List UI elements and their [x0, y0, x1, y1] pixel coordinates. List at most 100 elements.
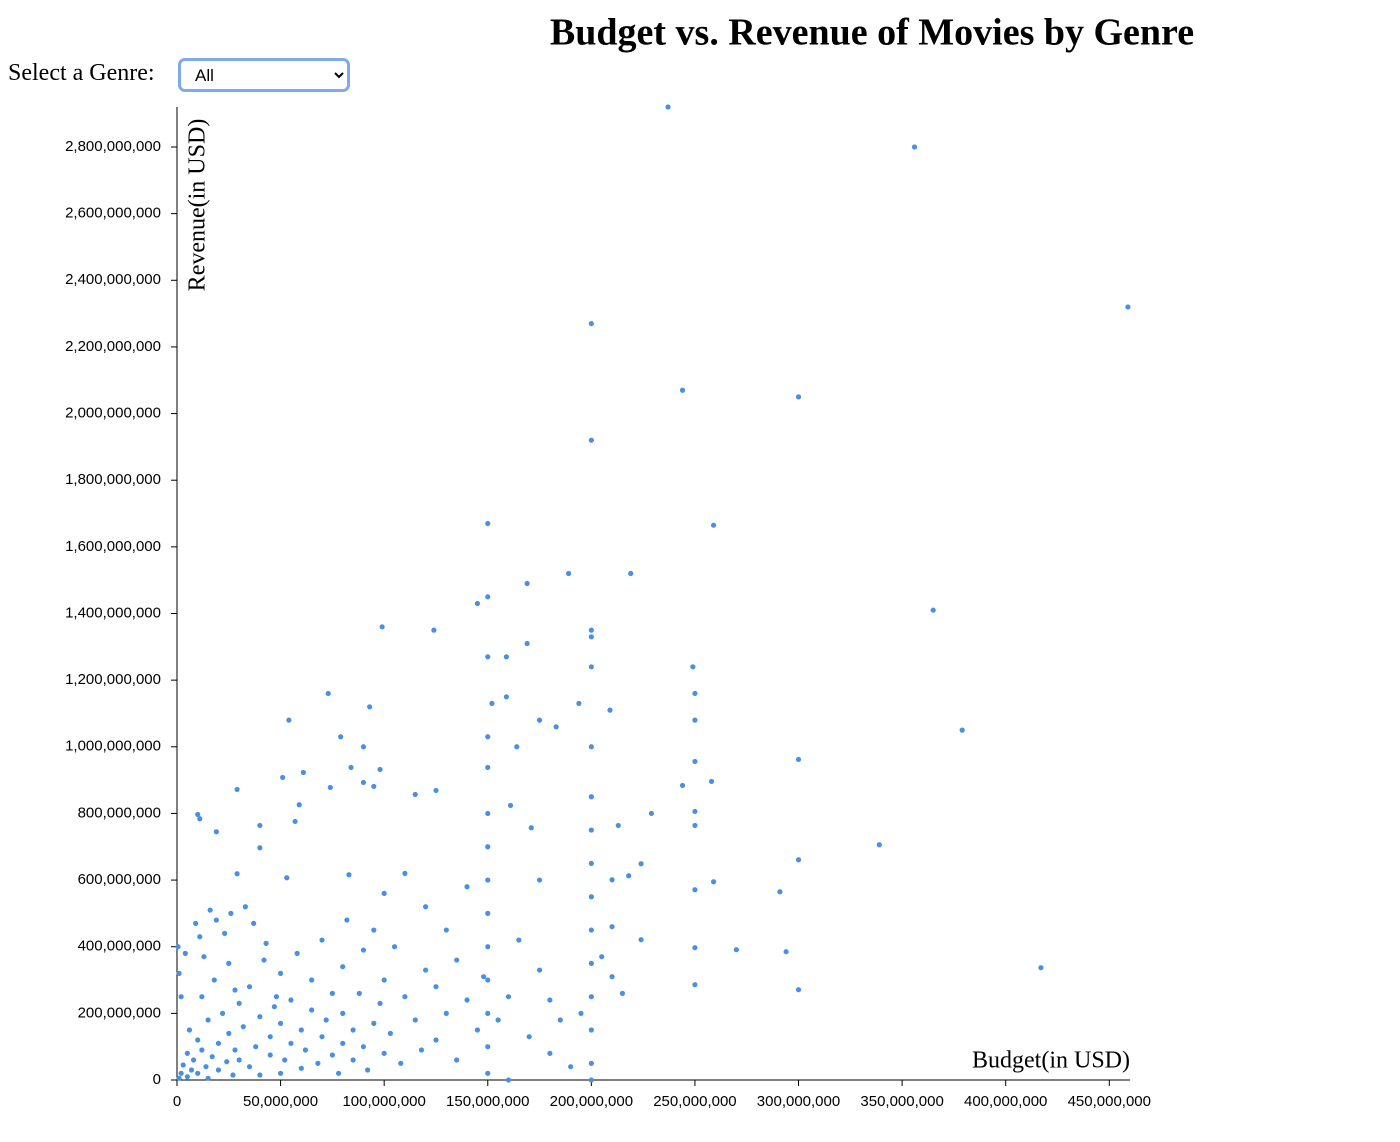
y-tick-label: 2,800,000,000: [65, 138, 161, 155]
point: [346, 872, 352, 878]
point: [485, 844, 491, 850]
point: [578, 1010, 584, 1016]
point: [443, 1010, 449, 1016]
point: [371, 927, 377, 933]
point: [485, 1044, 491, 1050]
point: [536, 717, 543, 723]
point: [795, 987, 802, 993]
point: [178, 1070, 184, 1076]
point: [524, 580, 530, 587]
point: [296, 802, 302, 808]
point: [280, 774, 286, 781]
point: [226, 1030, 232, 1036]
point: [433, 984, 439, 990]
point: [319, 1034, 325, 1040]
y-tick-label: 2,400,000,000: [65, 271, 161, 288]
point: [588, 794, 594, 800]
point: [576, 700, 582, 707]
y-tick-label: 1,000,000,000: [65, 738, 161, 755]
point: [323, 1017, 329, 1023]
point: [665, 104, 671, 110]
point: [222, 930, 228, 936]
genre-select[interactable]: All: [178, 58, 350, 92]
point: [692, 945, 698, 951]
point: [588, 994, 594, 1000]
point: [474, 600, 481, 607]
point: [213, 917, 219, 923]
point: [230, 1072, 236, 1078]
point: [588, 860, 594, 867]
point: [178, 994, 184, 1000]
point: [350, 1027, 356, 1033]
point: [708, 778, 715, 785]
point: [232, 1047, 238, 1053]
point: [526, 1034, 532, 1040]
point: [692, 808, 698, 815]
point: [257, 1072, 263, 1078]
point: [203, 1064, 209, 1070]
point: [205, 1017, 211, 1023]
point: [474, 1027, 481, 1033]
point: [184, 1050, 190, 1056]
point: [350, 1057, 356, 1063]
point: [246, 984, 253, 990]
point: [267, 1034, 273, 1040]
point: [503, 654, 510, 660]
point: [398, 1060, 404, 1066]
point: [193, 920, 199, 926]
point: [485, 944, 491, 950]
y-tick-label: 400,000,000: [78, 938, 161, 955]
x-tick-label: 150,000,000: [446, 1093, 529, 1110]
point: [257, 1014, 263, 1020]
point: [1125, 304, 1131, 310]
point: [211, 977, 217, 983]
point: [568, 1064, 574, 1070]
point: [412, 1017, 418, 1023]
point: [257, 845, 263, 851]
point: [246, 1064, 253, 1070]
point: [205, 1075, 211, 1081]
point: [692, 822, 698, 829]
point: [263, 940, 269, 946]
point: [302, 1047, 309, 1053]
point: [261, 957, 267, 963]
point: [360, 744, 367, 750]
point: [224, 1059, 230, 1065]
point: [528, 825, 534, 831]
point: [319, 937, 325, 943]
point: [547, 997, 553, 1003]
point: [288, 997, 294, 1003]
point: [588, 627, 594, 633]
point: [679, 387, 686, 393]
point: [648, 810, 655, 817]
point: [371, 1020, 377, 1026]
point: [360, 947, 367, 953]
x-tick-label: 0: [173, 1093, 181, 1110]
point: [234, 786, 240, 793]
point: [176, 970, 182, 976]
point: [184, 1074, 190, 1080]
point: [516, 937, 522, 943]
point: [286, 717, 292, 723]
x-tick-label: 200,000,000: [550, 1093, 633, 1110]
point: [253, 1044, 259, 1050]
point: [443, 927, 449, 933]
point: [209, 1054, 215, 1060]
point: [277, 1070, 284, 1076]
point: [365, 1067, 371, 1073]
point: [377, 1000, 383, 1006]
point: [692, 690, 698, 697]
point: [215, 1067, 222, 1073]
point: [242, 904, 248, 910]
point: [588, 437, 594, 443]
x-tick-label: 100,000,000: [342, 1093, 425, 1110]
point: [433, 787, 439, 794]
y-tick-label: 2,200,000,000: [65, 338, 161, 355]
point: [381, 977, 387, 983]
point: [485, 654, 491, 660]
point: [588, 320, 594, 327]
point: [615, 822, 621, 829]
point: [628, 570, 634, 577]
point: [485, 977, 491, 983]
point: [273, 994, 280, 1000]
